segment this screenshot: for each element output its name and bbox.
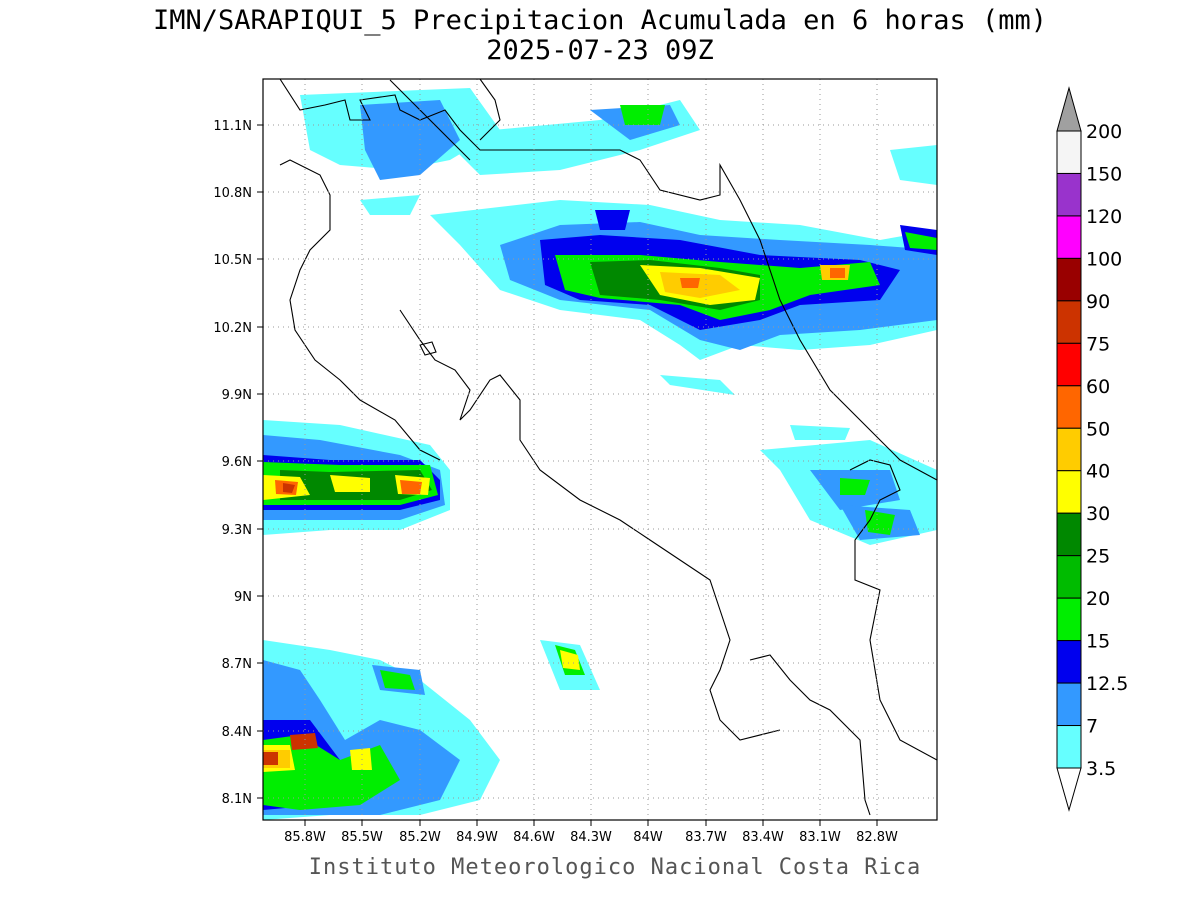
colorbar: 200 150 120 100 90 75 60 50 40 30 25 20 15 12.5 7 3.5 xyxy=(1056,86,1128,812)
colorbar-label: 120 xyxy=(1086,206,1122,228)
colorbar-label: 75 xyxy=(1086,333,1110,355)
colorbar-swatch xyxy=(1056,597,1082,642)
lat-tick-label: 8.7N xyxy=(222,657,252,672)
lon-tick-label: 82.8W xyxy=(856,830,898,845)
colorbar-over-triangle xyxy=(1056,86,1082,132)
colorbar-swatch xyxy=(1056,512,1082,557)
colorbar-swatch xyxy=(1056,130,1082,174)
lon-tick-label: 83.7W xyxy=(685,830,727,845)
colorbar-label: 7 xyxy=(1086,716,1098,738)
lon-tick-label: 84W xyxy=(633,830,663,845)
map-frame xyxy=(262,78,938,821)
lat-tick-label: 9.3N xyxy=(222,523,252,538)
coastline-lines xyxy=(279,79,937,816)
colorbar-label: 25 xyxy=(1086,546,1110,568)
lat-tick-label: 9N xyxy=(234,590,252,605)
precipitation-field xyxy=(263,88,937,820)
colorbar-swatch xyxy=(1056,215,1082,259)
lon-tick-label: 85.8W xyxy=(284,830,326,845)
map-title: IMN/SARAPIQUI_5 Precipitacion Acumulada … xyxy=(152,5,1048,36)
lon-tick-label: 85.2W xyxy=(399,830,441,845)
lat-tick-label: 10.5N xyxy=(213,253,252,268)
lat-tick-label: 9.6N xyxy=(222,455,252,470)
colorbar-swatch xyxy=(1056,682,1082,727)
lat-tick-label: 9.9N xyxy=(222,388,252,403)
colorbar-swatch xyxy=(1056,300,1082,344)
colorbar-under-triangle xyxy=(1056,767,1082,812)
colorbar-label: 20 xyxy=(1086,588,1110,610)
colorbar-swatch xyxy=(1056,342,1082,387)
lon-tick-label: 84.9W xyxy=(456,830,498,845)
colorbar-label: 30 xyxy=(1086,503,1110,525)
colorbar-swatch xyxy=(1056,555,1082,599)
colorbar-label: 3.5 xyxy=(1086,758,1116,780)
colorbar-swatch xyxy=(1056,172,1082,217)
colorbar-label: 40 xyxy=(1086,461,1110,483)
map-subtitle: 2025-07-23 09Z xyxy=(486,35,714,66)
colorbar-swatch xyxy=(1056,725,1082,769)
colorbar-label: 200 xyxy=(1086,121,1122,143)
colorbar-label: 100 xyxy=(1086,248,1122,270)
lat-tick-label: 10.8N xyxy=(213,186,252,201)
credit-footer: Instituto Meteorologico Nacional Costa R… xyxy=(308,855,922,880)
lon-tick-label: 84.6W xyxy=(513,830,555,845)
colorbar-swatch xyxy=(1056,257,1082,302)
lat-tick-label: 11.1N xyxy=(213,119,252,134)
colorbar-swatch xyxy=(1056,427,1082,472)
colorbar-label: 150 xyxy=(1086,163,1122,185)
map-grid xyxy=(263,79,937,820)
lat-tick-label: 8.4N xyxy=(222,725,252,740)
colorbar-swatch xyxy=(1056,640,1082,684)
lon-tick-label: 83.1W xyxy=(799,830,841,845)
lat-tick-label: 8.1N xyxy=(222,792,252,807)
lon-tick-label: 84.3W xyxy=(570,830,612,845)
colorbar-swatch xyxy=(1056,385,1082,429)
colorbar-label: 60 xyxy=(1086,376,1110,398)
colorbar-label: 50 xyxy=(1086,418,1110,440)
colorbar-swatch xyxy=(1056,470,1082,514)
colorbar-label: 12.5 xyxy=(1086,673,1128,695)
lon-tick-label: 83.4W xyxy=(742,830,784,845)
colorbar-label: 90 xyxy=(1086,291,1110,313)
lon-tick-label: 85.5W xyxy=(341,830,383,845)
colorbar-label: 15 xyxy=(1086,631,1110,653)
lat-tick-label: 10.2N xyxy=(213,321,252,336)
